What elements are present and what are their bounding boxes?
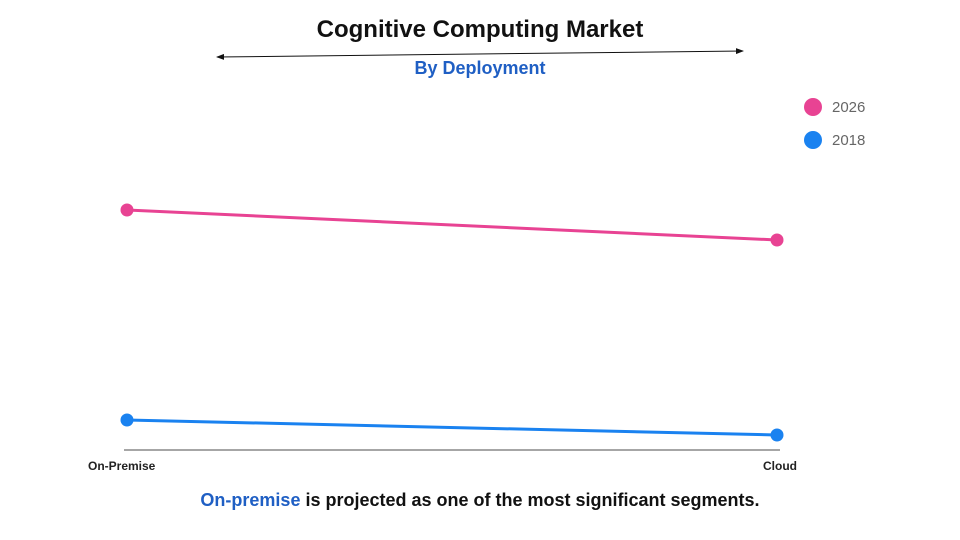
footer-caption: On-premise is projected as one of the mo…	[0, 490, 960, 511]
chart-subtitle: By Deployment	[414, 58, 546, 78]
legend-marker-2018	[804, 131, 822, 149]
legend-label-2018: 2018	[832, 131, 866, 149]
legend-item-2018: 2018	[804, 129, 865, 151]
series-line-2018	[126, 418, 778, 437]
x-tick-label-on-premise: On-Premise	[88, 459, 156, 473]
data-point-2026-cloud	[770, 233, 784, 247]
data-point-2018-on-premise	[120, 413, 134, 427]
footer-text: is projected as one of the most signific…	[300, 490, 760, 510]
data-point-2018-cloud	[770, 428, 784, 442]
series-line-2026	[126, 208, 778, 242]
x-tick-label-cloud: Cloud	[763, 459, 797, 473]
legend-label-2026: 2026	[832, 98, 866, 116]
title-arrow	[216, 48, 744, 60]
chart-title: Cognitive Computing Market	[316, 16, 644, 43]
footer-highlight: On-premise	[200, 490, 301, 510]
data-point-2026-on-premise	[120, 203, 134, 217]
legend-marker-2026	[804, 98, 822, 116]
legend-item-2026: 2026	[804, 96, 865, 118]
